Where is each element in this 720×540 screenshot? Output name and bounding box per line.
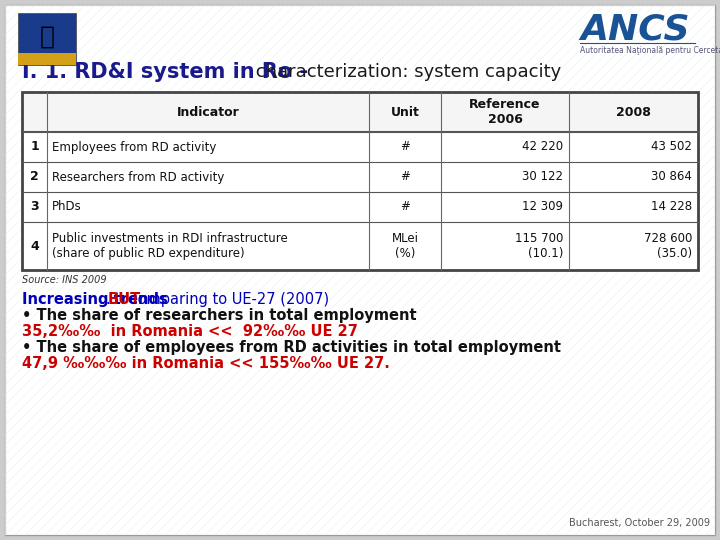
Bar xyxy=(22,222,698,270)
Text: Autoritatea Naţională pentru Cercetare Ştiinţifică: Autoritatea Naţională pentru Cercetare Ş… xyxy=(580,46,720,55)
Text: Bucharest, October 29, 2009: Bucharest, October 29, 2009 xyxy=(569,518,710,528)
Bar xyxy=(22,192,698,222)
Text: BUT: BUT xyxy=(108,292,141,307)
Text: MLei
(%): MLei (%) xyxy=(392,232,418,260)
Text: Indicator: Indicator xyxy=(176,105,239,118)
Text: • The share of researchers in total employment: • The share of researchers in total empl… xyxy=(22,308,417,323)
Text: 30 864: 30 864 xyxy=(651,171,692,184)
Text: 4: 4 xyxy=(30,240,39,253)
Text: #: # xyxy=(400,200,410,213)
Text: 1: 1 xyxy=(30,140,39,153)
Text: 14 228: 14 228 xyxy=(651,200,692,213)
Text: 3: 3 xyxy=(30,200,39,213)
Text: 30 122: 30 122 xyxy=(522,171,563,184)
Text: 42 220: 42 220 xyxy=(522,140,563,153)
Text: Unit: Unit xyxy=(390,105,420,118)
Bar xyxy=(18,53,76,65)
Bar xyxy=(22,132,698,162)
Bar xyxy=(22,162,698,192)
Text: Employees from RD activity: Employees from RD activity xyxy=(52,140,217,153)
Text: #: # xyxy=(400,140,410,153)
Text: 35,2‰‰  in Romania <<  92‰‰ UE 27: 35,2‰‰ in Romania << 92‰‰ UE 27 xyxy=(22,324,358,339)
Text: 47,9 ‰‰‰ in Romania << 155‰‰ UE 27.: 47,9 ‰‰‰ in Romania << 155‰‰ UE 27. xyxy=(22,356,390,371)
Text: …: … xyxy=(100,292,114,307)
Text: comparing to UE-27 (2007): comparing to UE-27 (2007) xyxy=(125,292,329,307)
Text: ANCS: ANCS xyxy=(580,13,690,47)
Text: 728 600
(35.0): 728 600 (35.0) xyxy=(644,232,692,260)
Text: 2: 2 xyxy=(30,171,39,184)
Text: 12 309: 12 309 xyxy=(522,200,563,213)
Text: #: # xyxy=(400,171,410,184)
Text: PhDs: PhDs xyxy=(52,200,82,213)
Text: 🦅: 🦅 xyxy=(40,25,55,49)
Text: • The share of employees from RD activities in total employment: • The share of employees from RD activit… xyxy=(22,340,561,355)
Text: characterization: system capacity: characterization: system capacity xyxy=(250,63,562,81)
Bar xyxy=(22,92,698,270)
Text: Source: INS 2009: Source: INS 2009 xyxy=(22,275,107,285)
Text: 43 502: 43 502 xyxy=(651,140,692,153)
Text: Reference
2006: Reference 2006 xyxy=(469,98,541,126)
Text: Public investments in RDI infrastructure
(share of public RD expenditure): Public investments in RDI infrastructure… xyxy=(52,232,288,260)
Text: Researchers from RD activity: Researchers from RD activity xyxy=(52,171,225,184)
Text: 115 700
(10.1): 115 700 (10.1) xyxy=(515,232,563,260)
Text: Increasing trends: Increasing trends xyxy=(22,292,173,307)
Text: 2008: 2008 xyxy=(616,105,651,118)
Bar xyxy=(22,92,698,132)
Text: I. 1. RD&I system in Ro -: I. 1. RD&I system in Ro - xyxy=(22,62,308,82)
Bar xyxy=(18,13,76,65)
